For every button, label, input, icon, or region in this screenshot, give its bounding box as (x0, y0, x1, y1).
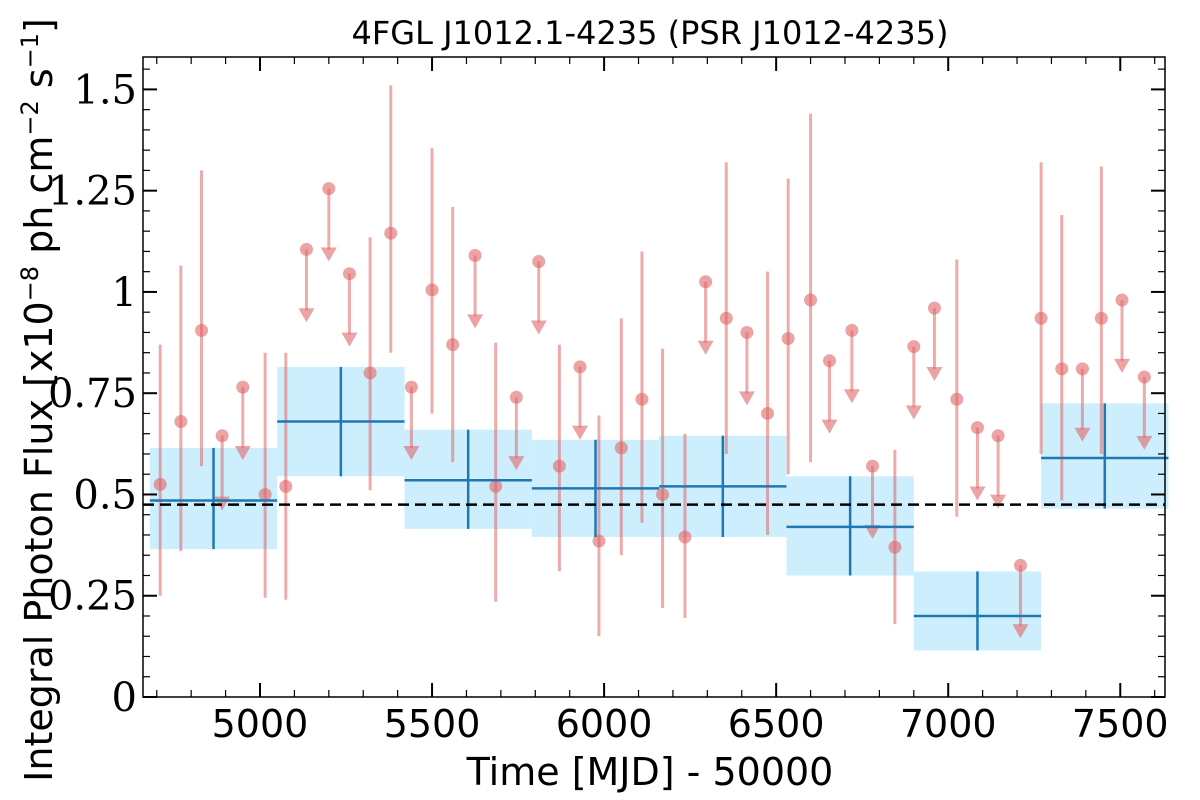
flux-point (1034, 311, 1048, 325)
flux-point (446, 338, 460, 352)
upper-limit-arrow (298, 308, 315, 323)
upper-limit-arrow (990, 494, 1007, 509)
upper-limit-point (322, 182, 336, 196)
y-axis-title-s: s (17, 68, 61, 100)
upper-limit-point (342, 267, 356, 281)
upper-limit-point (1115, 293, 1129, 307)
plot-frame (142, 56, 1166, 698)
chart-title: 4FGL J1012.1-4235 (PSR J1012-4235) (352, 14, 949, 52)
flux-point (174, 415, 188, 429)
flux-point (258, 487, 272, 501)
flux-point (425, 283, 439, 297)
upper-limit-point (740, 325, 754, 339)
flux-point (678, 530, 692, 544)
flux-point (761, 406, 775, 420)
x-tick-label: 7000 (900, 702, 997, 746)
upper-limit-arrow (467, 314, 484, 329)
flux-point (384, 226, 398, 240)
upper-limit-point (907, 340, 921, 354)
upper-limit-point (1075, 362, 1089, 376)
upper-limit-point (699, 275, 713, 289)
upper-limit-arrow (320, 247, 337, 262)
y-tick-label: 0.75 (48, 371, 137, 417)
upper-limit-point (1137, 370, 1151, 384)
y-tick-label: 1.25 (48, 169, 137, 215)
upper-limit-arrow (403, 446, 420, 461)
flux-point (614, 441, 628, 455)
flux-point (950, 392, 964, 406)
tick-labels: 5000 5500 6000 6500 7000 7500 0 0.25 0.5 0.75 1 1.2… (48, 67, 1169, 746)
upper-limit-point (866, 459, 880, 473)
upper-limit-point (532, 255, 546, 269)
flux-point (153, 477, 167, 491)
y-axis-title-unit: ph cm (17, 136, 61, 266)
upper-limit-arrow (697, 340, 714, 355)
flux-point (592, 534, 606, 548)
flux-point (635, 392, 649, 406)
y-tick-label: 0 (112, 675, 137, 721)
upper-limit-point (927, 301, 941, 315)
flux-point (552, 459, 566, 473)
y-tick-label: 0.25 (48, 574, 137, 620)
y-axis-title-close: ] (17, 18, 61, 33)
flux-point (781, 332, 795, 346)
upper-limit-arrow (1113, 358, 1130, 373)
y-tick-label: 1 (112, 270, 137, 316)
upper-limit-point (845, 323, 859, 337)
y-axis-title-exp2: −2 (16, 100, 44, 135)
upper-limit-point (573, 360, 587, 374)
y-axis-title: Integral Photon Flux [x10−8 ph cm−2 s−1] (16, 18, 61, 782)
flux-point (194, 323, 208, 337)
y-axis-title-main: Integral Photon Flux [x10 (17, 301, 61, 782)
upper-limit-arrow (341, 332, 358, 347)
flux-point (719, 311, 733, 325)
upper-limit-arrow (572, 425, 589, 440)
y-tick-label: 0.5 (73, 472, 137, 518)
upper-limit-arrow (1074, 427, 1091, 442)
upper-limit-arrow (864, 525, 881, 539)
upper-limit-point (404, 380, 418, 394)
axis-ticks (143, 57, 1165, 698)
upper-limit-point (822, 354, 836, 368)
upper-limit-arrow (234, 446, 251, 461)
flux-point (279, 479, 293, 493)
y-axis-title-exp3: −1 (16, 33, 44, 68)
upper-limit-arrow (1012, 624, 1029, 639)
x-tick-label: 5000 (212, 702, 309, 746)
upper-limit-point (299, 242, 313, 256)
upper-limit-arrow (821, 419, 838, 434)
upper-limit-arrow (969, 486, 986, 501)
upper-limit-point (215, 429, 229, 443)
x-tick-label: 6000 (556, 702, 653, 746)
monthly-flux-points (153, 85, 1153, 639)
upper-limit-arrow (508, 456, 525, 471)
flux-point (804, 293, 818, 307)
upper-limit-point (236, 380, 250, 394)
upper-limit-point (991, 429, 1005, 443)
x-tick-label: 5500 (384, 702, 481, 746)
upper-limit-point (1013, 558, 1027, 572)
upper-limit-point (468, 248, 482, 262)
x-tick-label: 6500 (728, 702, 825, 746)
x-axis-title: Time [MJD] - 50000 (466, 750, 834, 794)
upper-limit-arrow (530, 320, 547, 335)
upper-limit-arrow (738, 391, 755, 406)
upper-limit-arrow (1136, 435, 1153, 450)
flux-point (1094, 311, 1108, 325)
upper-limit-arrow (843, 389, 860, 404)
flux-point (489, 479, 503, 493)
upper-limit-arrow (926, 367, 943, 382)
upper-limit-point (970, 421, 984, 435)
y-tick-label: 1.5 (73, 67, 137, 113)
binned-flux-crosses (149, 366, 1169, 651)
flux-point (888, 540, 902, 554)
upper-limit-point (509, 390, 523, 404)
upper-limit-arrow (905, 405, 922, 420)
flux-point (656, 487, 670, 501)
flux-point (363, 366, 377, 380)
y-axis-title-exp: −8 (16, 266, 44, 301)
flux-point (1055, 362, 1069, 376)
x-tick-label: 7500 (1072, 702, 1169, 746)
